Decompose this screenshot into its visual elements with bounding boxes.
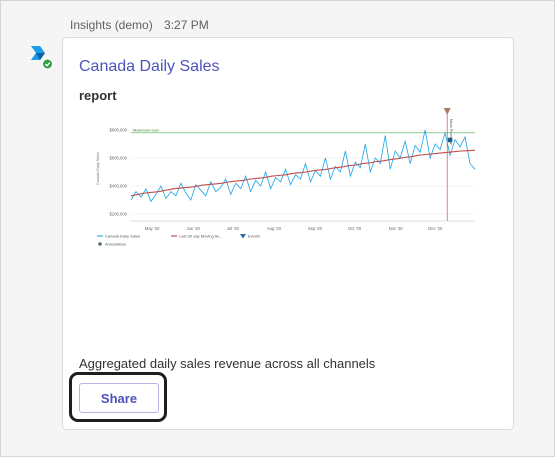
x-tick-label: May '20 (145, 226, 160, 231)
legend-annotations-icon (98, 242, 102, 246)
legend-daily-sales: Canada Daily Sales (105, 233, 140, 238)
x-tick-label: Oct '20 (348, 226, 362, 231)
card-title[interactable]: Canada Daily Sales (79, 58, 220, 75)
max-ever-label: Maximum ever (133, 128, 160, 133)
share-button[interactable]: Share (79, 383, 159, 413)
legend-events-icon (240, 234, 246, 239)
x-tick-label: Dec '20 (428, 226, 443, 231)
message-meta: Insights (demo) 3:27 PM (70, 18, 209, 32)
share-button-highlight (69, 372, 167, 422)
y-axis-label: Canada Daily Sales (96, 152, 100, 185)
annotation-marker-icon (447, 137, 453, 143)
bot-name: Insights (demo) (70, 18, 153, 32)
adaptive-card: Canada Daily Sales report $200,000 $400,0… (62, 37, 514, 430)
event-marker-icon (443, 108, 451, 115)
y-tick-label: $600,000 (110, 156, 128, 161)
sales-chart[interactable]: $200,000 $400,000 $600,000 $800,000 Canada D… (93, 108, 483, 258)
x-tick-label: Jul '20 (227, 226, 240, 231)
y-tick-label: $400,000 (110, 184, 128, 189)
x-tick-label: Sep '20 (308, 226, 323, 231)
card-subtitle: report (79, 88, 117, 103)
x-tick-label: Aug '20 (267, 226, 282, 231)
legend-annotations: Annotations (105, 241, 126, 246)
y-tick-label: $800,000 (110, 128, 128, 133)
card-description: Aggregated daily sales revenue across al… (79, 356, 376, 371)
legend-moving-average: Last 30 day Moving Av... (179, 233, 222, 238)
x-tick-label: Jun '20 (186, 226, 200, 231)
legend-events: Events (248, 233, 260, 238)
message-time: 3:27 PM (164, 18, 209, 32)
daily-sales-series (130, 129, 476, 203)
online-status-icon (43, 59, 52, 69)
event-label: Moon Promotion (449, 119, 453, 145)
bot-avatar-icon[interactable] (29, 44, 55, 70)
moving-average-series (130, 149, 476, 197)
x-tick-label: Nov '20 (389, 226, 404, 231)
y-tick-label: $200,000 (110, 212, 128, 217)
